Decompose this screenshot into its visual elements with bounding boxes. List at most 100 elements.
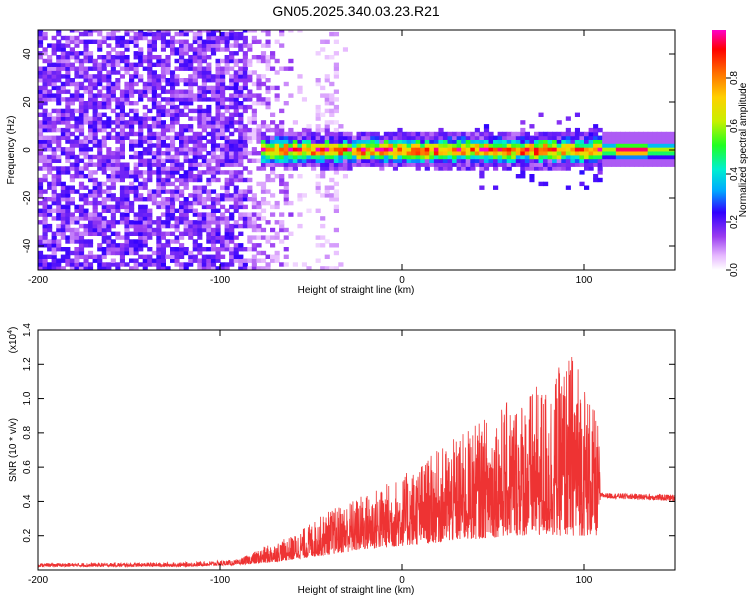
- heatmap-cell: [201, 66, 207, 71]
- heatmap-cell: [170, 89, 176, 94]
- heatmap-cell: [160, 243, 166, 248]
- heatmap-cell: [74, 266, 80, 270]
- heatmap-cell: [402, 135, 408, 140]
- heatmap-cell: [147, 170, 153, 175]
- heatmap-cell: [170, 166, 176, 171]
- heatmap-cell: [270, 51, 276, 56]
- heatmap-cell: [397, 131, 403, 137]
- heatmap-cell: [288, 66, 294, 71]
- heatmap-cell: [442, 162, 449, 167]
- heatmap-cell: [229, 239, 235, 244]
- heatmap-cell: [106, 220, 112, 225]
- heatmap-cell: [88, 66, 94, 71]
- heatmap-cell: [106, 81, 112, 87]
- heatmap-cell: [561, 151, 567, 156]
- heatmap-cell: [206, 170, 212, 175]
- heatmap-cell: [238, 47, 244, 52]
- heatmap-cell: [60, 58, 66, 64]
- heatmap-cell: [97, 147, 103, 152]
- heatmap-cell: [215, 97, 221, 102]
- heatmap-cell: [461, 139, 467, 144]
- heatmap-cell: [260, 51, 267, 56]
- heatmap-cell: [238, 147, 244, 152]
- heatmap-cell: [229, 30, 235, 33]
- heatmap-cell: [270, 66, 276, 71]
- heatmap-cell: [78, 62, 85, 67]
- heatmap-cell: [88, 266, 94, 270]
- heatmap-cell: [229, 235, 235, 240]
- heatmap-cell: [115, 43, 121, 48]
- heatmap-cell: [129, 143, 135, 148]
- heatmap-cell: [320, 112, 326, 117]
- heatmap-cell: [474, 154, 480, 160]
- heatmap-cell: [224, 85, 230, 91]
- snr-xlabel: Height of straight line (km): [298, 585, 415, 596]
- heatmap-cell: [88, 139, 94, 144]
- heatmap-cell: [106, 51, 112, 56]
- heatmap-cell: [192, 185, 198, 190]
- heatmap-cell: [42, 158, 48, 163]
- heatmap-cell: [324, 131, 330, 137]
- heatmap-cell: [38, 97, 44, 102]
- heatmap-cell: [188, 235, 194, 240]
- heatmap-cell: [233, 223, 239, 229]
- heatmap-cell: [188, 151, 194, 156]
- heatmap-cell: [147, 262, 153, 267]
- heatmap-cell: [129, 220, 135, 225]
- heatmap-cell: [524, 135, 530, 140]
- heatmap-cell: [238, 262, 244, 267]
- heatmap-cell: [634, 154, 640, 160]
- heatmap-cell: [78, 101, 85, 106]
- heatmap-cell: [620, 154, 626, 160]
- heatmap-cell: [201, 127, 207, 133]
- heatmap-cell: [78, 104, 85, 110]
- heatmap-cell: [88, 154, 94, 160]
- heatmap-cell: [192, 193, 198, 198]
- heatmap-cell: [192, 39, 198, 44]
- heatmap-cell: [92, 135, 98, 140]
- heatmap-cell: [288, 174, 294, 179]
- heatmap-cell: [133, 247, 139, 252]
- heatmap-cell: [242, 104, 248, 110]
- heatmap-cell: [42, 124, 48, 129]
- heatmap-cell: [60, 55, 66, 60]
- heatmap-cell: [74, 93, 80, 98]
- heatmap-cell: [56, 135, 62, 140]
- heatmap-cell: [242, 189, 248, 194]
- heatmap-cell: [170, 208, 176, 213]
- heatmap-cell: [56, 154, 62, 160]
- heatmap-cell: [342, 147, 348, 152]
- heatmap-cell: [119, 204, 125, 210]
- heatmap-cell: [51, 124, 57, 129]
- heatmap-cell: [183, 139, 189, 144]
- heatmap-cell: [142, 239, 148, 244]
- heatmap-cell: [420, 151, 426, 156]
- heatmap-cell: [647, 135, 653, 140]
- heatmap-cell: [283, 254, 289, 259]
- heatmap-cell: [320, 135, 326, 140]
- heatmap-cell: [165, 151, 171, 156]
- heatmap-cell: [661, 154, 667, 160]
- heatmap-cell: [65, 35, 71, 41]
- heatmap-cell: [556, 154, 562, 160]
- heatmap-cell: [301, 151, 307, 156]
- heatmap-cell: [561, 162, 567, 167]
- heatmap-cell: [311, 154, 317, 160]
- heatmap-cell: [256, 181, 262, 187]
- heatmap-cell: [238, 170, 244, 175]
- heatmap-cell: [374, 135, 380, 140]
- heatmap-cell: [69, 139, 75, 144]
- heatmap-cell: [224, 139, 230, 144]
- heatmap-cell: [574, 158, 580, 163]
- heatmap-cell: [242, 78, 248, 83]
- heatmap-cell: [433, 166, 439, 171]
- heatmap-cell: [274, 127, 280, 133]
- heatmap-cell: [324, 189, 330, 194]
- heatmap-cell: [160, 204, 166, 210]
- heatmap-cell: [69, 162, 75, 167]
- heatmap-cell: [474, 143, 480, 148]
- heatmap-cell: [270, 147, 276, 152]
- heatmap-cell: [133, 51, 139, 56]
- heatmap-cell: [38, 124, 44, 129]
- heatmap-cell: [497, 151, 503, 156]
